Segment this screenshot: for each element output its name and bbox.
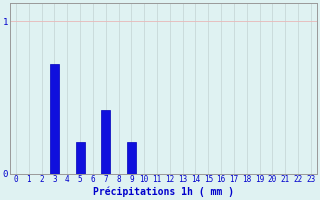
Bar	[76, 142, 84, 174]
Bar	[101, 110, 110, 174]
X-axis label: Précipitations 1h ( mm ): Précipitations 1h ( mm )	[93, 187, 234, 197]
Bar	[127, 142, 136, 174]
Bar	[50, 64, 59, 174]
